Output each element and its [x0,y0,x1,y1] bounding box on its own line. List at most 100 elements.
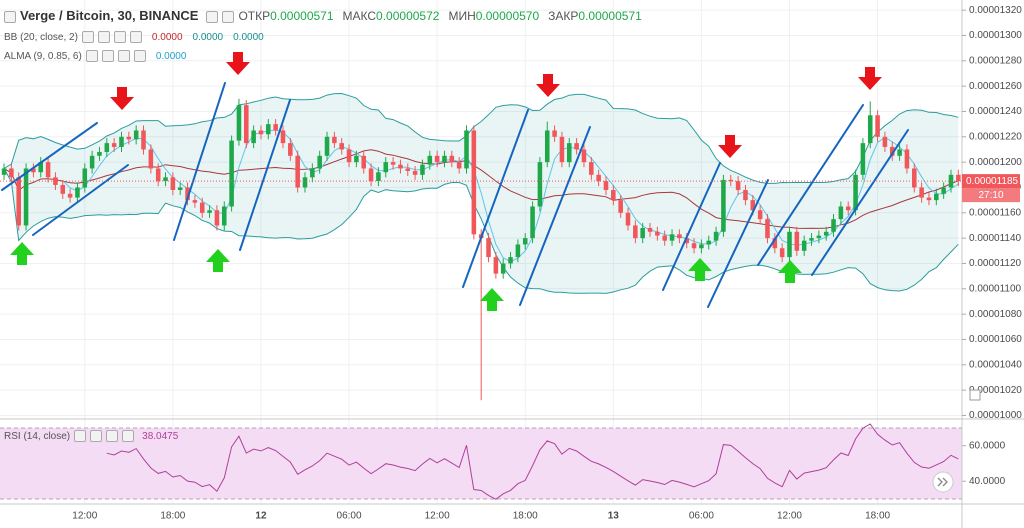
settings-icon[interactable] [222,10,235,23]
candle-body [743,190,748,201]
candle-body [119,136,124,147]
symbol-title: Verge / Bitcoin, 30, BINANCE [20,8,199,23]
ohlc-value: 0.00000571 [578,9,642,23]
candle-body [530,206,535,239]
settings-icon[interactable] [101,50,114,62]
candle-body [669,234,675,241]
indicator-value: 0.0000 [233,31,264,43]
candle-body [288,143,293,156]
down-arrow [536,74,560,97]
candle-body [823,231,829,236]
candle-body [493,257,499,274]
candle-body [354,155,359,163]
candle-body [809,238,814,241]
candle-body [346,149,352,163]
up-arrow [206,249,230,272]
rsi-legend: RSI (14, close) 38.0475 [4,430,182,442]
candle-body [266,124,271,135]
candle-body [214,210,220,226]
candle-body [295,155,300,188]
candle-body [390,162,396,165]
more-icon[interactable] [129,31,142,43]
candle-body [633,225,638,239]
candle-body [111,143,117,147]
candle-body [904,149,910,169]
scroll-button[interactable] [932,471,954,493]
candle-body [537,162,543,207]
rsi-value: 38.0475 [142,430,179,442]
candle-body [919,187,924,198]
scroll-icon[interactable] [937,477,948,487]
candle-body [912,168,917,188]
y-tick-label: 0.00001020 [969,385,1022,396]
x-tick-label: 12 [255,511,267,522]
y-tick-label: 0.00001000 [969,410,1022,421]
candle-body [199,202,205,213]
settings-icon[interactable] [90,430,103,442]
candle-body [801,240,807,251]
eye-icon[interactable] [85,50,98,62]
eye-icon[interactable] [74,430,87,442]
down-arrow [858,67,882,90]
indicator-name: BB (20, close, 2) [4,31,78,43]
candle-body [845,206,851,211]
candle-body [618,200,623,213]
candle-body [794,231,800,251]
candle-body [141,130,146,150]
candle-body [361,155,367,169]
candle-body [317,155,322,169]
y-tick-label: 0.00001160 [969,207,1022,218]
y-tick-label: 0.00001260 [969,81,1022,92]
eye-icon[interactable] [206,10,219,23]
x-tick-label: 18:00 [865,511,890,522]
candle-body [691,243,697,249]
remove-icon[interactable] [106,430,119,442]
remove-icon[interactable] [113,31,126,43]
candle-body [89,155,95,169]
candle-body [155,168,161,182]
indicator-value: 0.0000 [192,31,224,43]
candle-body [779,248,785,258]
candle-body [75,187,80,198]
eye-icon[interactable] [81,31,94,43]
last-price-label: 0.00001185 [966,176,1019,187]
x-tick-label: 12:00 [425,511,450,522]
more-icon[interactable] [122,430,135,442]
candle-body [706,240,712,245]
candle-body [97,152,102,156]
timer-label: 27:10 [978,190,1003,201]
candle-body [434,155,440,163]
ohlc-label: МИН [448,9,476,23]
candle-body [559,136,565,163]
collapse-icon[interactable] [4,10,16,23]
down-arrow [110,87,134,110]
sell-arrows [110,52,882,158]
rsi-line [106,423,959,500]
candle-body [831,219,836,232]
candle-body [500,263,506,274]
y-tick-label: 0.00001200 [969,157,1022,168]
candle-body [405,168,411,171]
header: Verge / Bitcoin, 30, BINANCE ОТКР0.000005… [4,8,651,23]
bb-upper [3,92,959,184]
candle-body [934,193,939,201]
y-tick-label: 0.00001320 [969,5,1022,16]
candle-body [427,155,433,165]
settings-icon[interactable] [97,31,110,43]
candle-body [860,143,866,175]
candle-body [229,140,234,207]
axis-toggle-box[interactable] [969,389,981,401]
more-icon[interactable] [133,50,146,62]
y-tick-label: 0.00001140 [969,233,1022,244]
candle-body [926,197,932,201]
rsi-band [0,428,962,499]
ohlc-label: ЗАКР [548,9,579,23]
axis-toggle[interactable] [969,389,981,401]
last-price-tag [962,174,1020,189]
candle-body [728,179,734,182]
scroll-button-circle[interactable] [932,471,954,493]
down-arrow [226,52,250,75]
remove-icon[interactable] [117,50,130,62]
candle-body [882,136,888,147]
